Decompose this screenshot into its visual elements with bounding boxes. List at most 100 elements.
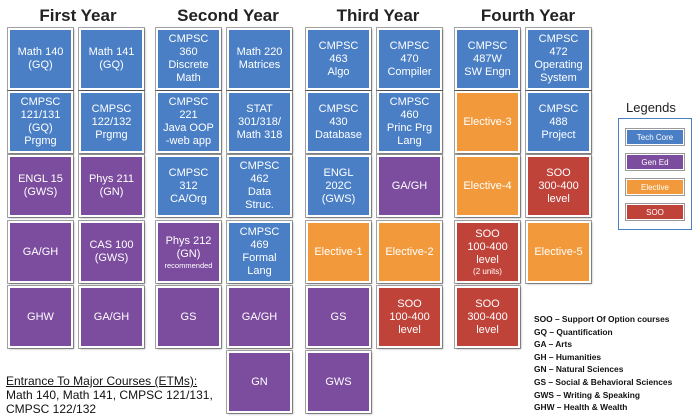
abbreviation-item: GH – Humanities — [534, 351, 602, 362]
course-label: SOO 300-400 level — [467, 297, 508, 336]
legend-item-tech-core: Tech Core — [626, 129, 684, 145]
course-label: GN — [251, 375, 268, 388]
course-label: Elective-5 — [534, 245, 583, 258]
course-label: Elective-3 — [463, 115, 512, 128]
course-label: CMPSC 463 Algo — [318, 39, 359, 78]
course-label: CMPSC 430 Database — [314, 102, 363, 141]
course-label: GHW — [27, 310, 54, 323]
course-box: ENGL 15 (GWS) — [8, 155, 73, 217]
course-box: GN — [227, 351, 292, 413]
course-box: Phys 212 (GN) recommended — [156, 221, 221, 283]
legend-item-gen-ed: Gen Ed — [626, 154, 684, 170]
etm-note: Entrance To Major Courses (ETMs): Math 1… — [6, 374, 213, 416]
course-box: GS — [156, 286, 221, 348]
course-box: Math 220 Matrices — [227, 28, 292, 90]
course-box: SOO 100-400 level (2 units) — [455, 221, 520, 283]
course-label: SOO 100-400 level — [389, 297, 430, 336]
abbreviation-item: GWS – Writing & Speaking — [534, 389, 640, 400]
course-label: ENGL 15 (GWS) — [18, 173, 63, 198]
course-label: SOO 300-400 level — [538, 166, 579, 205]
course-box: GA/GH — [79, 286, 144, 348]
course-label: CMPSC 469 Formal Lang — [239, 226, 280, 277]
course-label: GWS — [325, 375, 352, 388]
abbreviation-item: GHW – Health & Wealth — [534, 402, 628, 413]
year-title-third: Third Year — [336, 6, 420, 25]
course-label: CMPSC 488 Project — [538, 102, 579, 141]
abbreviation-item: GS – Social & Behavioral Sciences — [534, 376, 673, 387]
course-label: CMPSC 472 Operating System — [534, 33, 583, 84]
etm-line: CMPSC 122/132 — [6, 402, 97, 416]
year-title-fourth: Fourth Year — [480, 6, 576, 25]
course-box: CMPSC 360 Discrete Math — [156, 28, 221, 90]
course-label: GS — [330, 310, 347, 323]
course-label: ENGL 202C (GWS) — [321, 166, 356, 205]
legend-title: Legends — [626, 100, 676, 115]
course-label: Math 141 (GQ) — [88, 46, 135, 71]
legend: Tech Core Gen Ed Elective SOO — [618, 118, 692, 230]
course-label: CAS 100 (GWS) — [89, 239, 134, 264]
course-box: CMPSC 312 CA/Org — [156, 155, 221, 217]
course-box: Elective-1 — [306, 221, 371, 283]
course-label: CMPSC 312 CA/Org — [168, 166, 209, 205]
course-box: GA/GH — [227, 286, 292, 348]
year-title-first: First Year — [39, 6, 117, 25]
course-label: GA/GH — [391, 179, 428, 192]
course-box: GHW — [8, 286, 73, 348]
course-label: CMPSC 122/132 Prgmg — [91, 102, 132, 141]
course-box: Phys 211 (GN) — [79, 155, 144, 217]
course-box: GS — [306, 286, 371, 348]
abbreviation-item: GQ – Quantification — [534, 326, 613, 337]
course-label: CMPSC 121/131 (GQ) Prgmg — [20, 96, 61, 147]
course-box: SOO 300-400 level — [526, 155, 591, 217]
course-label: CMPSC 462 Data Struc. — [239, 160, 280, 211]
course-box: Elective-4 — [455, 155, 520, 217]
course-box: GWS — [306, 351, 371, 413]
course-label: SOO 100-400 level — [467, 228, 508, 266]
course-box: Math 141 (GQ) — [79, 28, 144, 90]
course-box: STAT 301/318/ Math 318 — [227, 91, 292, 153]
course-box: CMPSC 488 Project — [526, 91, 591, 153]
course-box: CMPSC 463 Algo — [306, 28, 371, 90]
course-label: Elective-1 — [314, 245, 363, 258]
course-label: Elective-4 — [463, 179, 512, 192]
course-label: GS — [180, 310, 197, 323]
course-label: Phys 211 (GN) — [88, 173, 135, 198]
course-box: CMPSC 487W SW Engn — [455, 28, 520, 90]
course-box: CMPSC 430 Database — [306, 91, 371, 153]
course-box: Elective-3 — [455, 91, 520, 153]
course-box: CAS 100 (GWS) — [79, 221, 144, 283]
course-label: CMPSC 221 Java OOP -web app — [163, 96, 214, 147]
course-box: CMPSC 472 Operating System — [526, 28, 591, 90]
legend-item-soo: SOO — [626, 204, 684, 220]
course-box: CMPSC 122/132 Prgmg — [79, 91, 144, 153]
course-box: SOO 100-400 level — [377, 286, 442, 348]
etm-title: Entrance To Major Courses (ETMs): — [6, 374, 198, 388]
course-box: GA/GH — [377, 155, 442, 217]
course-box: Elective-5 — [526, 221, 591, 283]
etm-line: Math 140, Math 141, CMPSC 121/131, — [6, 388, 213, 402]
course-label: CMPSC 470 Compiler — [387, 39, 432, 78]
course-note: (2 units) — [473, 267, 502, 276]
course-box: CMPSC 221 Java OOP -web app — [156, 91, 221, 153]
abbreviation-item: GN – Natural Sciences — [534, 364, 624, 375]
abbreviation-list: SOO – Support Of Option courses GQ – Qua… — [534, 313, 672, 414]
course-label: Phys 212 (GN) — [165, 234, 212, 260]
course-box: CMPSC 469 Formal Lang — [227, 221, 292, 283]
legend-item-elective: Elective — [626, 179, 684, 195]
abbreviation-item: GA – Arts — [534, 339, 573, 350]
course-label: CMPSC 487W SW Engn — [464, 39, 511, 78]
course-label: Math 140 (GQ) — [17, 46, 64, 71]
course-label: GA/GH — [93, 310, 130, 323]
course-label: Math 220 Matrices — [236, 46, 283, 71]
course-box: CMPSC 462 Data Struc. — [227, 155, 292, 217]
course-box: ENGL 202C (GWS) — [306, 155, 371, 217]
abbreviation-item: SOO – Support Of Option courses — [534, 314, 670, 324]
course-label: GA/GH — [241, 310, 278, 323]
year-title-second: Second Year — [177, 6, 279, 25]
course-box: CMPSC 121/131 (GQ) Prgmg — [8, 91, 73, 153]
course-label: CMPSC 460 Princ Prg Lang — [386, 96, 433, 147]
course-label: GA/GH — [22, 245, 59, 258]
course-box: CMPSC 470 Compiler — [377, 28, 442, 90]
course-box: CMPSC 460 Princ Prg Lang — [377, 91, 442, 153]
course-label: Elective-2 — [385, 245, 434, 258]
